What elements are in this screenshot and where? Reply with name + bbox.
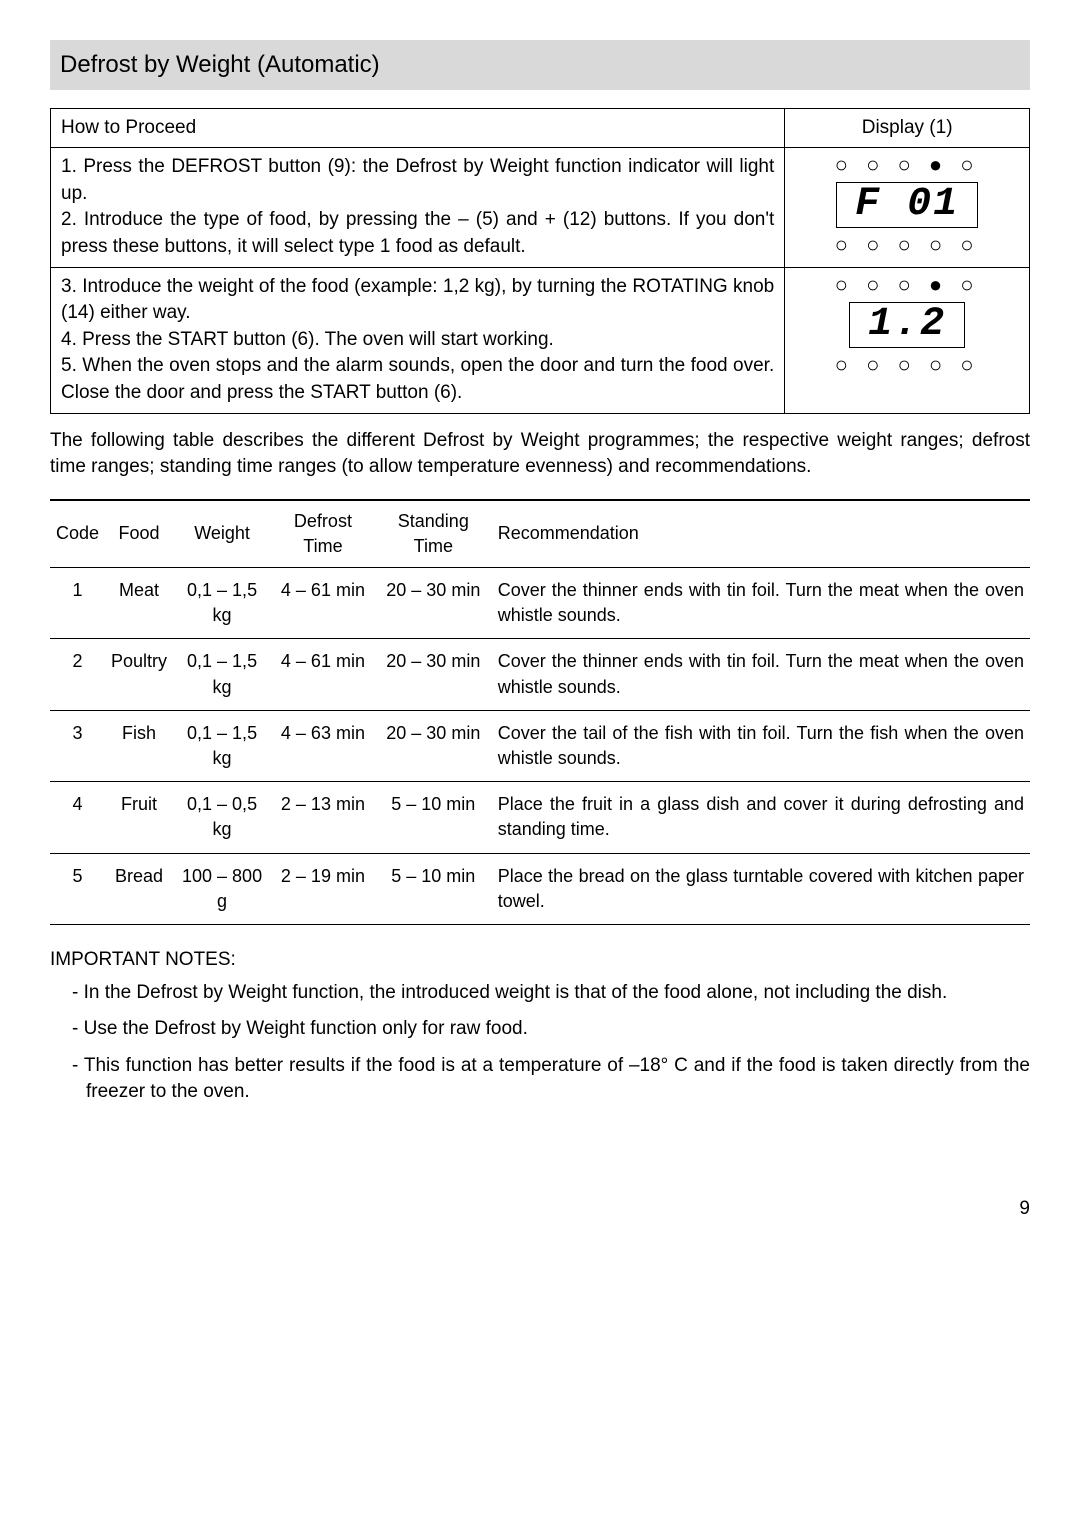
cell-food: Poultry: [105, 639, 173, 710]
cell-food: Fish: [105, 710, 173, 781]
dots-row: ○ ○ ○ ● ○: [795, 154, 1019, 176]
note-item: Use the Defrost by Weight function only …: [72, 1016, 1030, 1043]
cell-code: 1: [50, 568, 105, 639]
cell-defrost: 4 – 63 min: [271, 710, 375, 781]
cell-weight: 0,1 – 1,5 kg: [173, 568, 271, 639]
display-cell-2: ○ ○ ○ ● ○ 1.2 ○ ○ ○ ○ ○: [785, 267, 1030, 413]
note-item: In the Defrost by Weight function, the i…: [72, 980, 1030, 1007]
cell-rec: Cover the thinner ends with tin foil. Tu…: [492, 568, 1030, 639]
notes-list: In the Defrost by Weight function, the i…: [72, 980, 1030, 1106]
section-title: Defrost by Weight (Automatic): [50, 40, 1030, 90]
step-text: 4. Press the START button (6). The oven …: [61, 327, 774, 354]
display-cell-1: ○ ○ ○ ● ○ F 01 ○ ○ ○ ○ ○: [785, 148, 1030, 267]
step-text: 1. Press the DEFROST button (9): the Def…: [61, 154, 774, 207]
table-row: 2Poultry0,1 – 1,5 kg4 – 61 min20 – 30 mi…: [50, 639, 1030, 710]
dots-row: ○ ○ ○ ● ○: [795, 274, 1019, 296]
cell-weight: 0,1 – 0,5 kg: [173, 782, 271, 853]
table-row: 1Meat0,1 – 1,5 kg4 – 61 min20 – 30 minCo…: [50, 568, 1030, 639]
cell-weight: 0,1 – 1,5 kg: [173, 710, 271, 781]
cell-rec: Place the fruit in a glass dish and cove…: [492, 782, 1030, 853]
display-box: F 01: [836, 182, 978, 228]
cell-rec: Cover the thinner ends with tin foil. Tu…: [492, 639, 1030, 710]
proc-header-right: Display (1): [785, 108, 1030, 148]
cell-food: Fruit: [105, 782, 173, 853]
cell-defrost: 2 – 19 min: [271, 853, 375, 924]
intro-paragraph: The following table describes the differ…: [50, 428, 1030, 481]
seven-segment: F 01: [855, 182, 959, 227]
cell-weight: 100 – 800 g: [173, 853, 271, 924]
cell-weight: 0,1 – 1,5 kg: [173, 639, 271, 710]
procedure-table: How to Proceed Display (1) 1. Press the …: [50, 108, 1030, 414]
step-text: 2. Introduce the type of food, by pressi…: [61, 207, 774, 260]
col-weight: Weight: [173, 500, 271, 568]
col-defrost-time: Defrost Time: [271, 500, 375, 568]
cell-standing: 20 – 30 min: [375, 710, 492, 781]
display-box: 1.2: [849, 302, 965, 348]
cell-defrost: 2 – 13 min: [271, 782, 375, 853]
cell-defrost: 4 – 61 min: [271, 639, 375, 710]
note-item: This function has better results if the …: [72, 1053, 1030, 1106]
proc-header-left: How to Proceed: [51, 108, 785, 148]
col-standing-time: Standing Time: [375, 500, 492, 568]
page-number: 9: [50, 1196, 1030, 1223]
table-row: 5Bread100 – 800 g2 – 19 min5 – 10 minPla…: [50, 853, 1030, 924]
cell-rec: Cover the tail of the fish with tin foil…: [492, 710, 1030, 781]
cell-rec: Place the bread on the glass turntable c…: [492, 853, 1030, 924]
dots-row: ○ ○ ○ ○ ○: [795, 354, 1019, 376]
seven-segment: 1.2: [868, 302, 946, 347]
col-recommendation: Recommendation: [492, 500, 1030, 568]
step-text: 5. When the oven stops and the alarm sou…: [61, 353, 774, 406]
proc-steps-block1: 1. Press the DEFROST button (9): the Def…: [51, 148, 785, 267]
cell-code: 4: [50, 782, 105, 853]
dots-row: ○ ○ ○ ○ ○: [795, 234, 1019, 256]
cell-food: Bread: [105, 853, 173, 924]
cell-code: 5: [50, 853, 105, 924]
cell-standing: 5 – 10 min: [375, 782, 492, 853]
col-food: Food: [105, 500, 173, 568]
notes-heading: IMPORTANT NOTES:: [50, 947, 1030, 974]
cell-code: 3: [50, 710, 105, 781]
col-code: Code: [50, 500, 105, 568]
cell-code: 2: [50, 639, 105, 710]
table-row: 3Fish0,1 – 1,5 kg4 – 63 min20 – 30 minCo…: [50, 710, 1030, 781]
cell-defrost: 4 – 61 min: [271, 568, 375, 639]
cell-standing: 20 – 30 min: [375, 568, 492, 639]
proc-steps-block2: 3. Introduce the weight of the food (exa…: [51, 267, 785, 413]
defrost-programmes-table: Code Food Weight Defrost Time Standing T…: [50, 499, 1030, 925]
table-row: 4Fruit0,1 – 0,5 kg2 – 13 min5 – 10 minPl…: [50, 782, 1030, 853]
step-text: 3. Introduce the weight of the food (exa…: [61, 274, 774, 327]
cell-food: Meat: [105, 568, 173, 639]
cell-standing: 5 – 10 min: [375, 853, 492, 924]
cell-standing: 20 – 30 min: [375, 639, 492, 710]
table-header-row: Code Food Weight Defrost Time Standing T…: [50, 500, 1030, 568]
